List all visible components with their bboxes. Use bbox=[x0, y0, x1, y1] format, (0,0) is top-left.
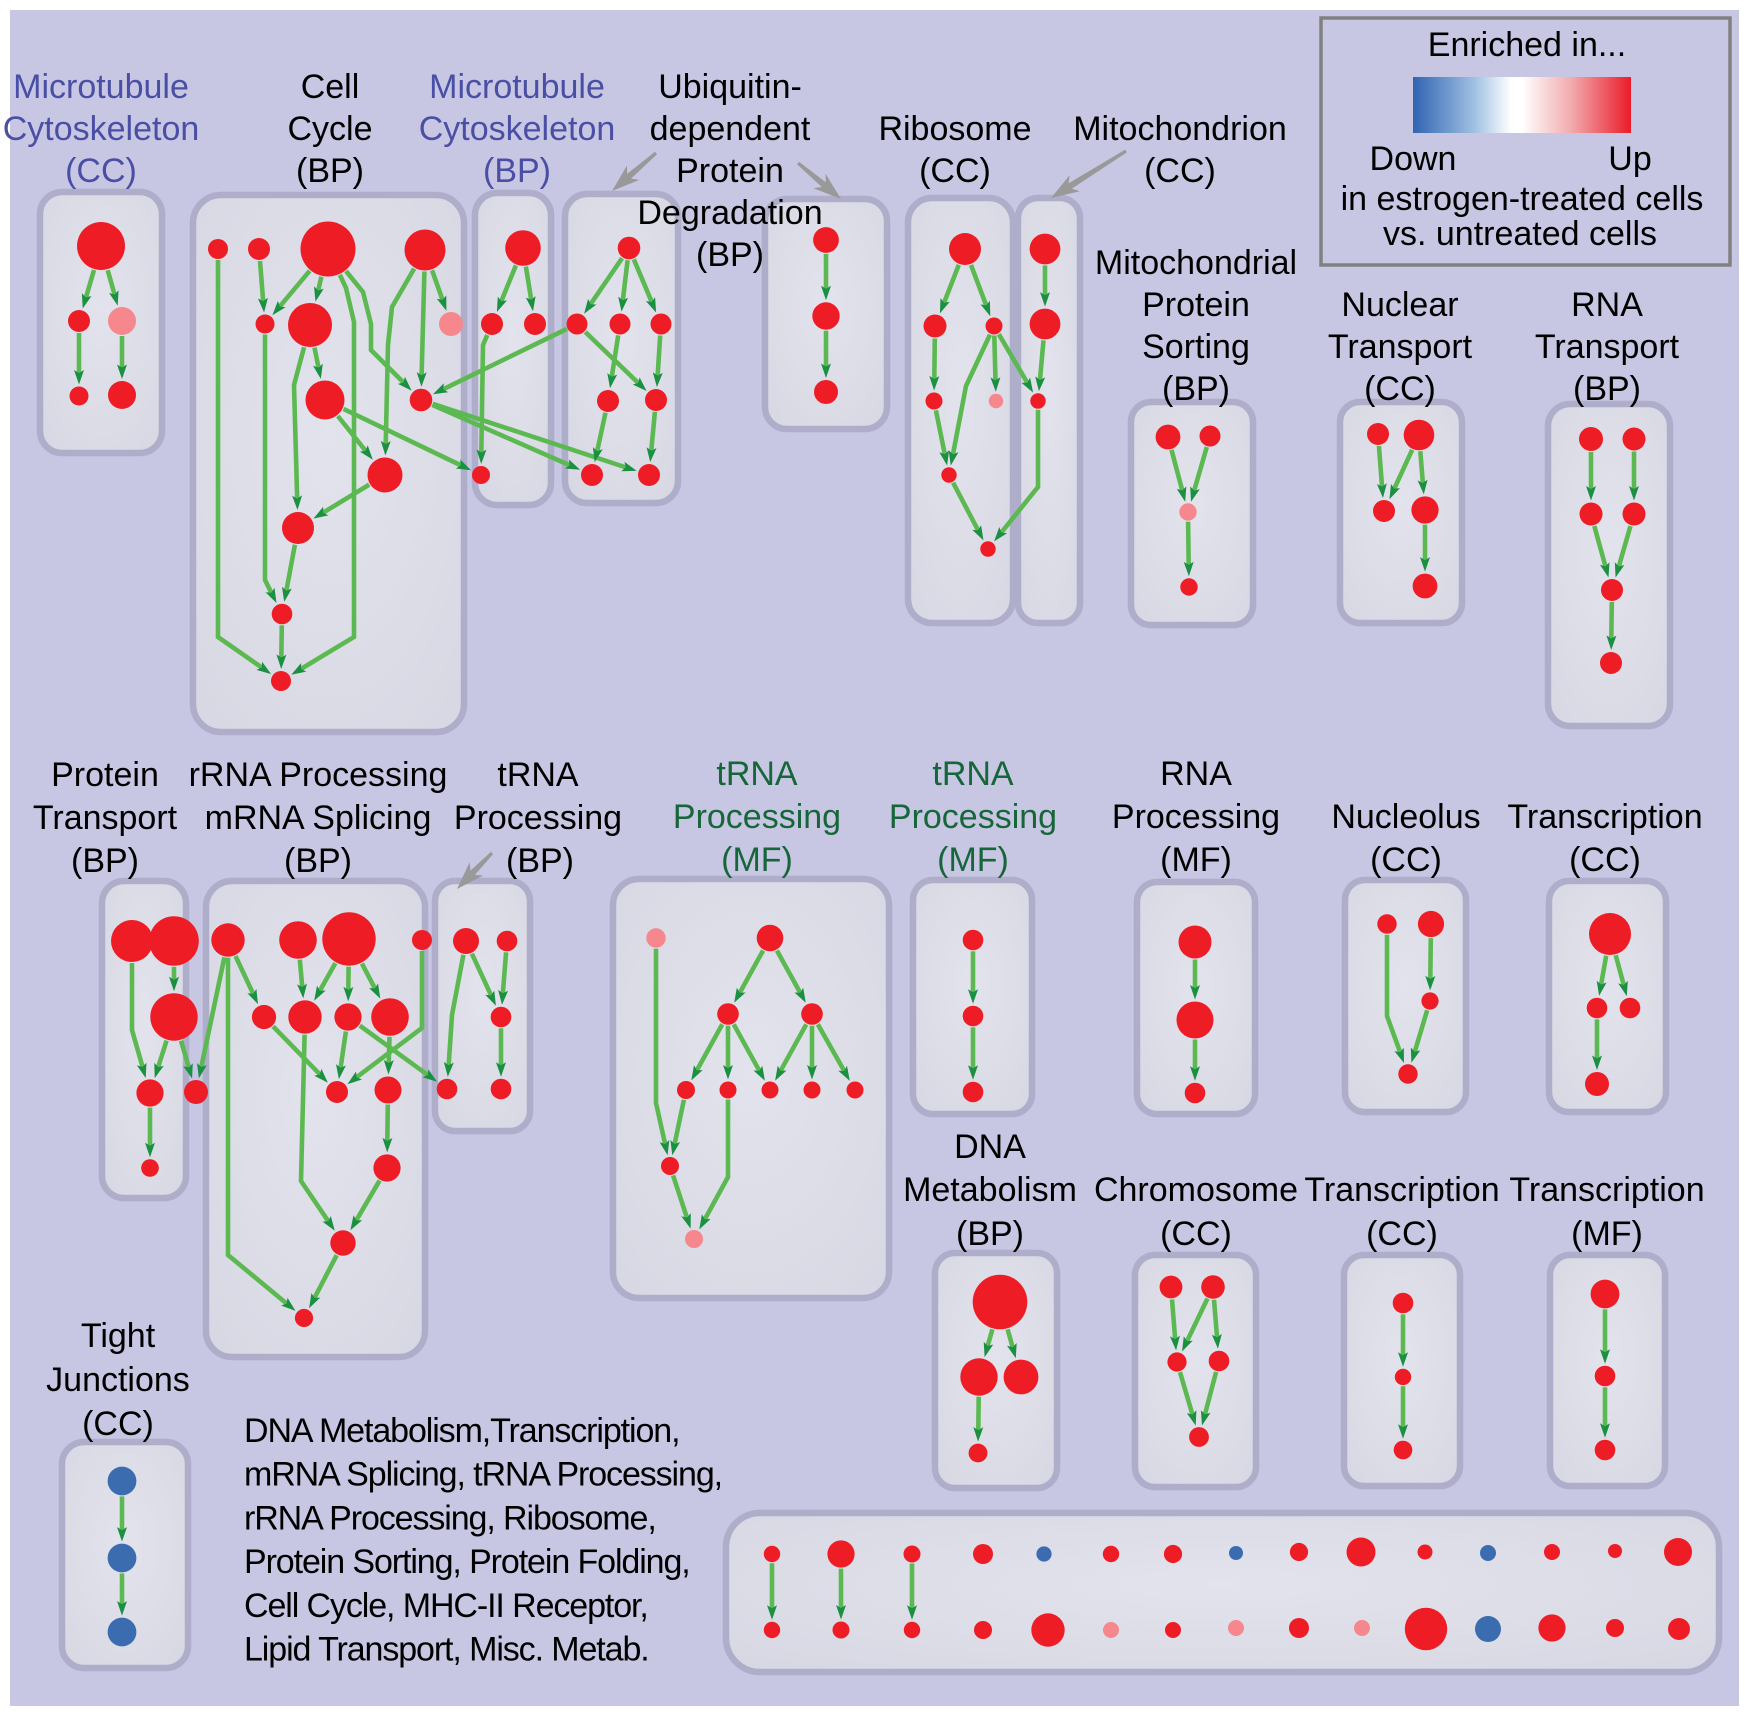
svg-text:Processing: Processing bbox=[1112, 798, 1280, 836]
svg-text:(MF): (MF) bbox=[1160, 841, 1232, 879]
svg-text:Processing: Processing bbox=[889, 798, 1057, 836]
svg-text:Transcription: Transcription bbox=[1509, 1171, 1704, 1209]
svg-text:Transport: Transport bbox=[1535, 328, 1680, 366]
svg-text:Nuclear: Nuclear bbox=[1341, 286, 1458, 324]
svg-text:(BP): (BP) bbox=[1573, 370, 1641, 408]
svg-text:(CC): (CC) bbox=[1569, 841, 1641, 879]
svg-text:(CC): (CC) bbox=[1144, 152, 1216, 190]
svg-text:(BP): (BP) bbox=[506, 842, 574, 880]
svg-text:rRNA Processing: rRNA Processing bbox=[189, 756, 448, 794]
svg-text:(CC): (CC) bbox=[1364, 370, 1436, 408]
svg-text:DNA Metabolism,Transcription,: DNA Metabolism,Transcription, bbox=[244, 1412, 679, 1450]
svg-text:Microtubule: Microtubule bbox=[13, 68, 189, 106]
svg-text:Cytoskeleton: Cytoskeleton bbox=[419, 110, 616, 148]
svg-text:Protein: Protein bbox=[1142, 286, 1250, 324]
svg-text:in estrogen-treated cells: in estrogen-treated cells bbox=[1341, 180, 1704, 218]
svg-text:Microtubule: Microtubule bbox=[429, 68, 605, 106]
svg-text:Down: Down bbox=[1370, 140, 1457, 178]
svg-text:Transport: Transport bbox=[33, 799, 178, 837]
svg-text:(MF): (MF) bbox=[937, 841, 1009, 879]
svg-text:Cycle: Cycle bbox=[287, 110, 372, 148]
svg-text:DNA: DNA bbox=[954, 1128, 1026, 1166]
svg-text:tRNA: tRNA bbox=[716, 755, 798, 793]
svg-text:Enriched in...: Enriched in... bbox=[1428, 26, 1626, 64]
svg-text:Processing: Processing bbox=[454, 799, 622, 837]
svg-text:(CC): (CC) bbox=[1160, 1215, 1232, 1253]
svg-text:Ribosome: Ribosome bbox=[878, 110, 1031, 148]
svg-text:(CC): (CC) bbox=[1366, 1215, 1438, 1253]
svg-text:Transcription: Transcription bbox=[1304, 1171, 1499, 1209]
svg-text:Cell Cycle, MHC-II Receptor,: Cell Cycle, MHC-II Receptor, bbox=[244, 1587, 648, 1625]
svg-text:tRNA: tRNA bbox=[932, 755, 1014, 793]
svg-text:(MF): (MF) bbox=[721, 841, 793, 879]
svg-text:(BP): (BP) bbox=[1162, 370, 1230, 408]
svg-text:Transport: Transport bbox=[1328, 328, 1473, 366]
svg-text:Tight: Tight bbox=[81, 1317, 156, 1355]
svg-text:(CC): (CC) bbox=[1370, 841, 1442, 879]
svg-text:(CC): (CC) bbox=[65, 152, 137, 190]
svg-text:vs. untreated cells: vs. untreated cells bbox=[1383, 215, 1657, 253]
svg-text:Mitochondrial: Mitochondrial bbox=[1095, 244, 1297, 282]
svg-text:Lipid Transport, Misc. Metab.: Lipid Transport, Misc. Metab. bbox=[244, 1631, 649, 1669]
svg-text:(BP): (BP) bbox=[483, 152, 551, 190]
svg-text:rRNA Processing, Ribosome,: rRNA Processing, Ribosome, bbox=[244, 1499, 656, 1537]
svg-text:Cell: Cell bbox=[301, 68, 360, 106]
svg-text:Transcription: Transcription bbox=[1507, 798, 1702, 836]
svg-text:Protein: Protein bbox=[676, 152, 784, 190]
svg-text:Processing: Processing bbox=[673, 798, 841, 836]
svg-text:(BP): (BP) bbox=[956, 1215, 1024, 1253]
svg-text:mRNA Splicing, tRNA Processing: mRNA Splicing, tRNA Processing, bbox=[244, 1456, 722, 1494]
svg-text:RNA: RNA bbox=[1571, 286, 1643, 324]
svg-text:Degradation: Degradation bbox=[637, 194, 822, 232]
svg-text:mRNA Splicing: mRNA Splicing bbox=[205, 799, 432, 837]
svg-text:Metabolism: Metabolism bbox=[903, 1171, 1077, 1209]
svg-text:(BP): (BP) bbox=[71, 842, 139, 880]
svg-text:Chromosome: Chromosome bbox=[1094, 1171, 1298, 1209]
svg-text:Nucleolus: Nucleolus bbox=[1331, 798, 1480, 836]
svg-text:(MF): (MF) bbox=[1571, 1215, 1643, 1253]
svg-text:tRNA: tRNA bbox=[497, 756, 579, 794]
svg-text:(BP): (BP) bbox=[696, 236, 764, 274]
svg-text:(CC): (CC) bbox=[82, 1405, 154, 1443]
svg-text:(BP): (BP) bbox=[296, 152, 364, 190]
svg-text:dependent: dependent bbox=[650, 110, 811, 148]
svg-text:Sorting: Sorting bbox=[1142, 328, 1250, 366]
svg-text:Mitochondrion: Mitochondrion bbox=[1073, 110, 1287, 148]
svg-text:RNA: RNA bbox=[1160, 755, 1232, 793]
svg-text:(CC): (CC) bbox=[919, 152, 991, 190]
svg-text:Protein Sorting, Protein Foldi: Protein Sorting, Protein Folding, bbox=[244, 1543, 690, 1581]
svg-text:Ubiquitin-: Ubiquitin- bbox=[658, 68, 802, 106]
svg-text:Protein: Protein bbox=[51, 756, 159, 794]
svg-text:(BP): (BP) bbox=[284, 842, 352, 880]
svg-text:Up: Up bbox=[1608, 140, 1651, 178]
svg-text:Junctions: Junctions bbox=[46, 1361, 190, 1399]
svg-text:Cytoskeleton: Cytoskeleton bbox=[3, 110, 200, 148]
